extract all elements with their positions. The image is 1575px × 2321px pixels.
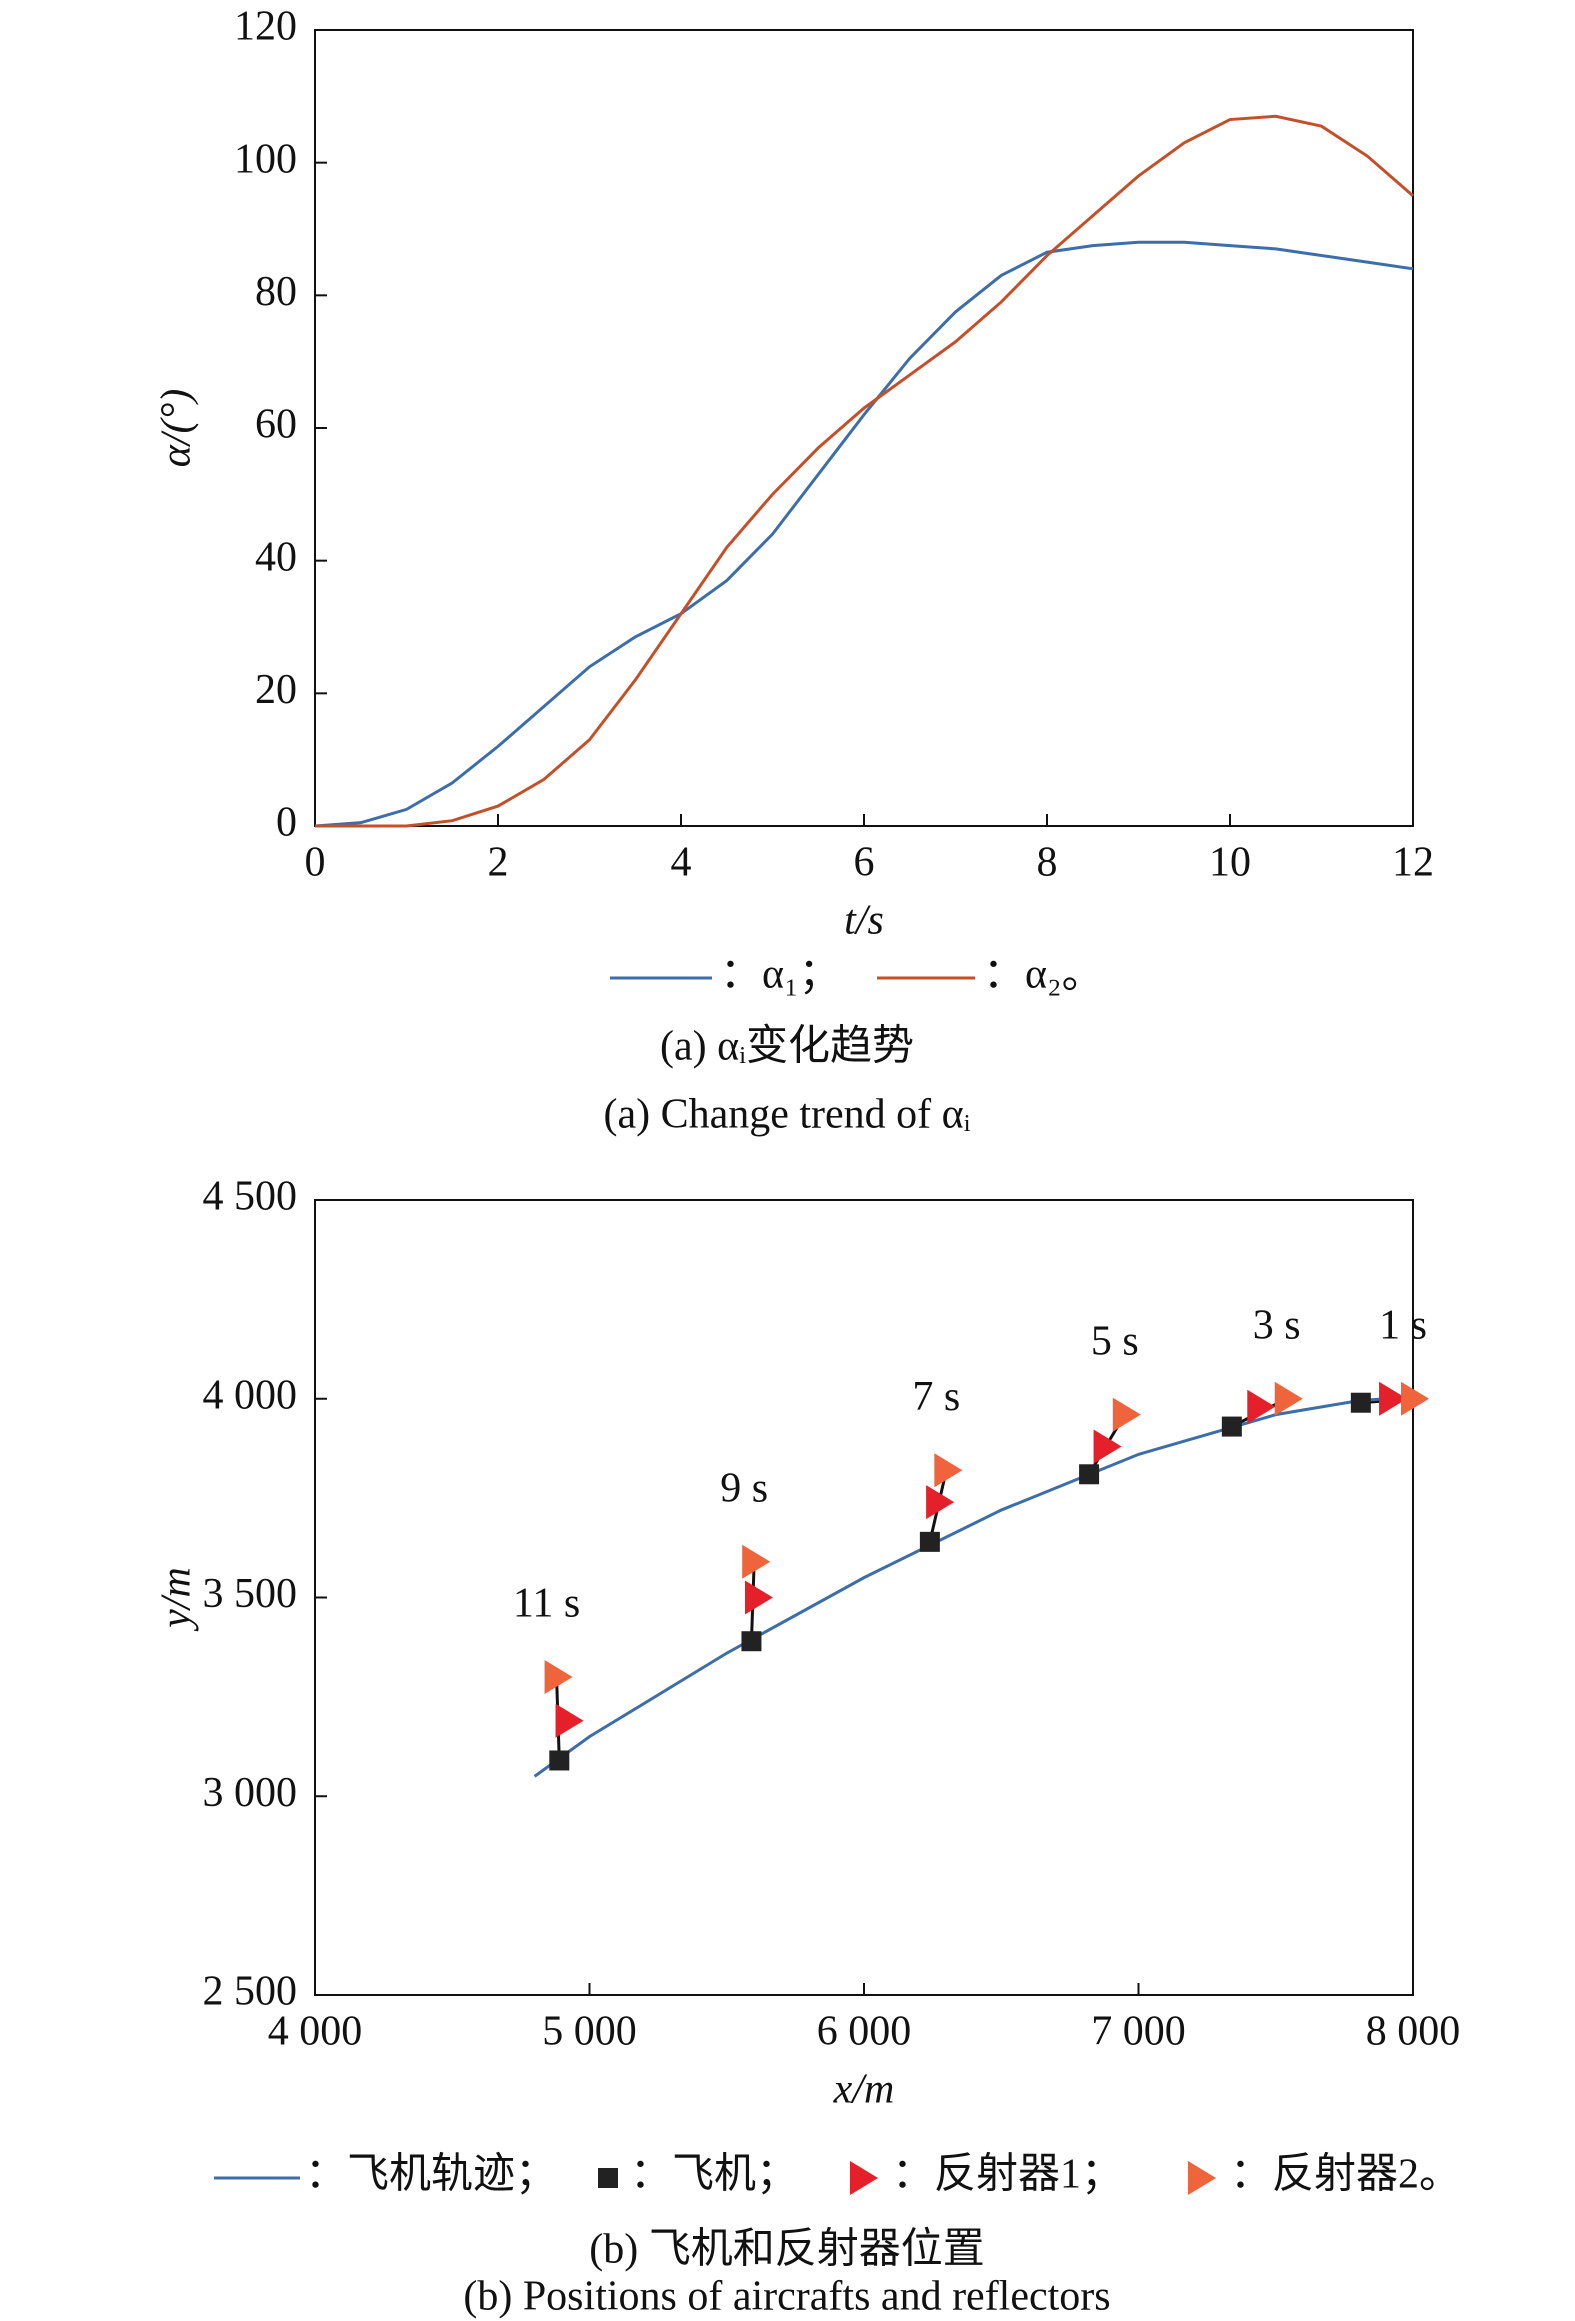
aircraft: [1350, 1392, 1371, 1413]
legend-label: ：反射器2。: [1230, 2152, 1461, 2198]
aircraft: [919, 1531, 940, 1552]
x-tick-label: 8: [1037, 840, 1058, 886]
y-tick-label: 80: [255, 269, 297, 315]
x-tick-label: 2: [488, 840, 509, 886]
y-tick-label: 4 500: [203, 1174, 298, 1220]
reflector: [555, 1703, 584, 1738]
y-tick-label: 3 500: [203, 1571, 298, 1617]
caption: (b) 飞机和反射器位置: [589, 2226, 984, 2273]
x-tick-label: 8 000: [1366, 2009, 1461, 2055]
time-label: 1 s: [1379, 1302, 1427, 1348]
time-label: 3 s: [1253, 1302, 1301, 1348]
time-label: 9 s: [720, 1465, 768, 1511]
reflector: [742, 1544, 771, 1579]
series-line: [315, 114, 1414, 828]
legend-label: ：α₂。: [983, 952, 1104, 998]
reflector: [1247, 1389, 1276, 1424]
reflector: [934, 1453, 963, 1488]
caption-en: (a) Change trend of αᵢ: [603, 1092, 970, 1138]
aircraft: [1221, 1416, 1242, 1437]
x-tick-label: 7 000: [1091, 2009, 1186, 2055]
x-tick-label: 4: [671, 840, 692, 886]
time-label: 11 s: [513, 1581, 580, 1627]
reflector: [1274, 1381, 1303, 1416]
series-line: [314, 240, 1414, 828]
reflector: [1401, 1381, 1429, 1416]
time-label: 5 s: [1091, 1318, 1139, 1364]
x-tick-label: 4 000: [268, 2009, 363, 2055]
y-tick-label: 2 500: [203, 1969, 298, 2015]
series-line: [533, 1395, 1414, 1778]
reflector: [544, 1660, 573, 1694]
reflector: [926, 1485, 955, 1520]
x-tick-label: 5 000: [542, 2009, 637, 2055]
y-tick-label: 0: [276, 800, 297, 846]
y-tick-label: 100: [234, 136, 297, 182]
aircraft: [1079, 1464, 1100, 1485]
x-axis-label: x/m: [833, 2067, 895, 2113]
reflector: [850, 2161, 878, 2195]
aircraft: [549, 1750, 570, 1771]
legend-label: ：α₁；: [720, 952, 841, 998]
reflector: [1112, 1397, 1141, 1432]
reflector: [1093, 1429, 1122, 1464]
aircraft: [741, 1631, 762, 1652]
x-axis-label: t/s: [844, 898, 884, 944]
reflector: [744, 1580, 773, 1615]
y-tick-label: 60: [255, 402, 297, 448]
x-tick-label: 6 000: [817, 2009, 912, 2055]
y-tick-label: 20: [255, 667, 297, 713]
plot-frame: [314, 29, 1414, 827]
caption-en: (b) Positions of aircrafts and reflector…: [463, 2274, 1110, 2320]
aircraft: [598, 2168, 618, 2188]
reflector: [1379, 1381, 1408, 1416]
x-tick-label: 0: [305, 840, 326, 886]
y-tick-label: 3 000: [203, 1770, 298, 1816]
y-axis-label: y/m: [154, 1567, 200, 1632]
plot-frame: [314, 1199, 1414, 1996]
reflector: [1188, 2161, 1216, 2195]
y-tick-label: 40: [255, 534, 297, 580]
legend-label: ：反射器1；: [892, 2152, 1123, 2198]
x-tick-label: 12: [1392, 840, 1434, 886]
x-tick-label: 10: [1209, 840, 1251, 886]
time-label: 7 s: [912, 1374, 960, 1420]
y-tick-label: 120: [234, 4, 297, 50]
y-tick-label: 4 000: [203, 1372, 298, 1418]
legend-label: ：飞机轨迹；: [305, 2152, 557, 2198]
y-axis-label: α/(°): [154, 389, 200, 467]
x-tick-label: 6: [854, 840, 875, 886]
caption: (a) αᵢ变化趋势: [660, 1023, 914, 1070]
legend-label: ：飞机；: [630, 2152, 798, 2198]
